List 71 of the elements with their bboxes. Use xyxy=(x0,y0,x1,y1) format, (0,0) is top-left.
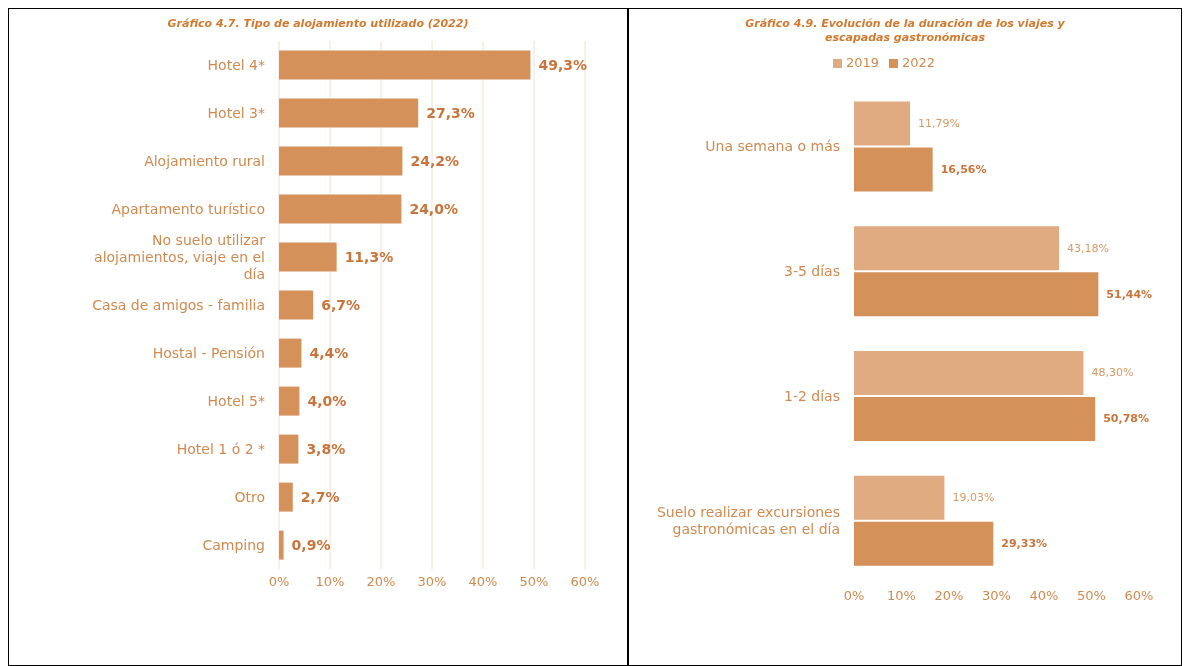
data-label: 4,0% xyxy=(307,393,347,410)
data-label: 4,4% xyxy=(309,345,349,362)
bar xyxy=(854,521,994,566)
legend-label: 2019 xyxy=(845,55,879,70)
chart-title: Gráfico 4.7. Tipo de alojamiento utilizado (2022) xyxy=(166,17,470,31)
bar xyxy=(279,530,284,560)
y-tick-label: Apartamento turístico xyxy=(111,201,265,217)
bar xyxy=(279,50,531,80)
x-tick-label: 40% xyxy=(468,574,498,590)
x-tick-label: 0% xyxy=(268,574,290,590)
y-tick-label: Camping xyxy=(202,537,265,553)
x-tick-label: 50% xyxy=(1077,588,1106,604)
x-tick-label: 20% xyxy=(366,574,396,590)
y-tick-label: No suelo utilizar alojamientos, viaje en el día xyxy=(94,232,266,282)
bar xyxy=(279,194,402,224)
data-label: 43,18% xyxy=(1067,241,1110,255)
data-label: 49,3% xyxy=(538,57,588,74)
bar xyxy=(279,338,302,368)
y-tick-label: Hotel 4* xyxy=(207,57,265,73)
data-label: 11,79% xyxy=(918,116,960,130)
y-tick-label: Otro xyxy=(234,489,265,505)
data-label: 27,3% xyxy=(426,105,475,122)
bar xyxy=(279,482,293,512)
data-label: 24,2% xyxy=(410,153,459,170)
bar xyxy=(279,434,299,464)
y-tick-label: Hotel 5* xyxy=(207,393,265,409)
bar xyxy=(854,101,910,146)
y-tick-label: 3-5 días xyxy=(784,263,840,280)
x-tick-label: 0% xyxy=(843,588,865,604)
x-tick-label: 30% xyxy=(417,574,447,590)
data-label: 24,0% xyxy=(409,201,458,218)
data-label: 16,56% xyxy=(940,162,987,176)
data-label: 51,44% xyxy=(1106,287,1153,301)
x-tick-label: 60% xyxy=(1124,588,1154,604)
data-label: 0,9% xyxy=(291,537,331,554)
bar xyxy=(854,272,1099,317)
data-label: 19,03% xyxy=(952,491,995,505)
bar xyxy=(854,396,1096,441)
bar xyxy=(279,386,300,416)
data-label: 29,33% xyxy=(1001,537,1048,551)
y-tick-label: Suelo realizar excursiones gastronómicas en el día xyxy=(656,504,840,538)
y-tick-label: Casa de amigos - familia xyxy=(92,297,265,313)
data-label: 6,7% xyxy=(321,297,360,314)
bar xyxy=(854,475,945,520)
x-tick-label: 10% xyxy=(887,588,916,604)
x-tick-label: 10% xyxy=(315,574,345,590)
bar xyxy=(279,98,419,128)
bar xyxy=(279,242,337,272)
bar xyxy=(854,350,1084,395)
x-tick-label: 60% xyxy=(570,574,600,590)
bar xyxy=(279,290,314,320)
data-label: 2,7% xyxy=(300,489,340,506)
y-tick-label: Hotel 3* xyxy=(207,105,265,121)
x-tick-label: 50% xyxy=(519,574,549,590)
y-tick-label: Una semana o más xyxy=(705,138,840,155)
data-label: 3,8% xyxy=(306,441,346,458)
chart-title: Gráfico 4.9. Evolución de la duración de los viajes y escapadas gastronómicas xyxy=(744,17,1066,45)
x-tick-label: 20% xyxy=(934,588,964,604)
data-label: 11,3% xyxy=(344,249,394,266)
legend-label: 2022 xyxy=(902,55,936,70)
bar xyxy=(854,147,933,192)
bar xyxy=(279,146,403,176)
data-label: 48,30% xyxy=(1091,366,1134,380)
y-tick-label: 1-2 días xyxy=(784,387,840,404)
bar xyxy=(854,226,1060,271)
y-tick-label: Alojamiento rural xyxy=(144,153,265,169)
y-tick-label: Hostal - Pensión xyxy=(152,345,265,361)
y-tick-label: Hotel 1 ó 2 * xyxy=(176,441,265,457)
x-tick-label: 40% xyxy=(1029,588,1059,604)
x-tick-label: 30% xyxy=(982,588,1011,604)
data-label: 50,78% xyxy=(1103,412,1150,426)
